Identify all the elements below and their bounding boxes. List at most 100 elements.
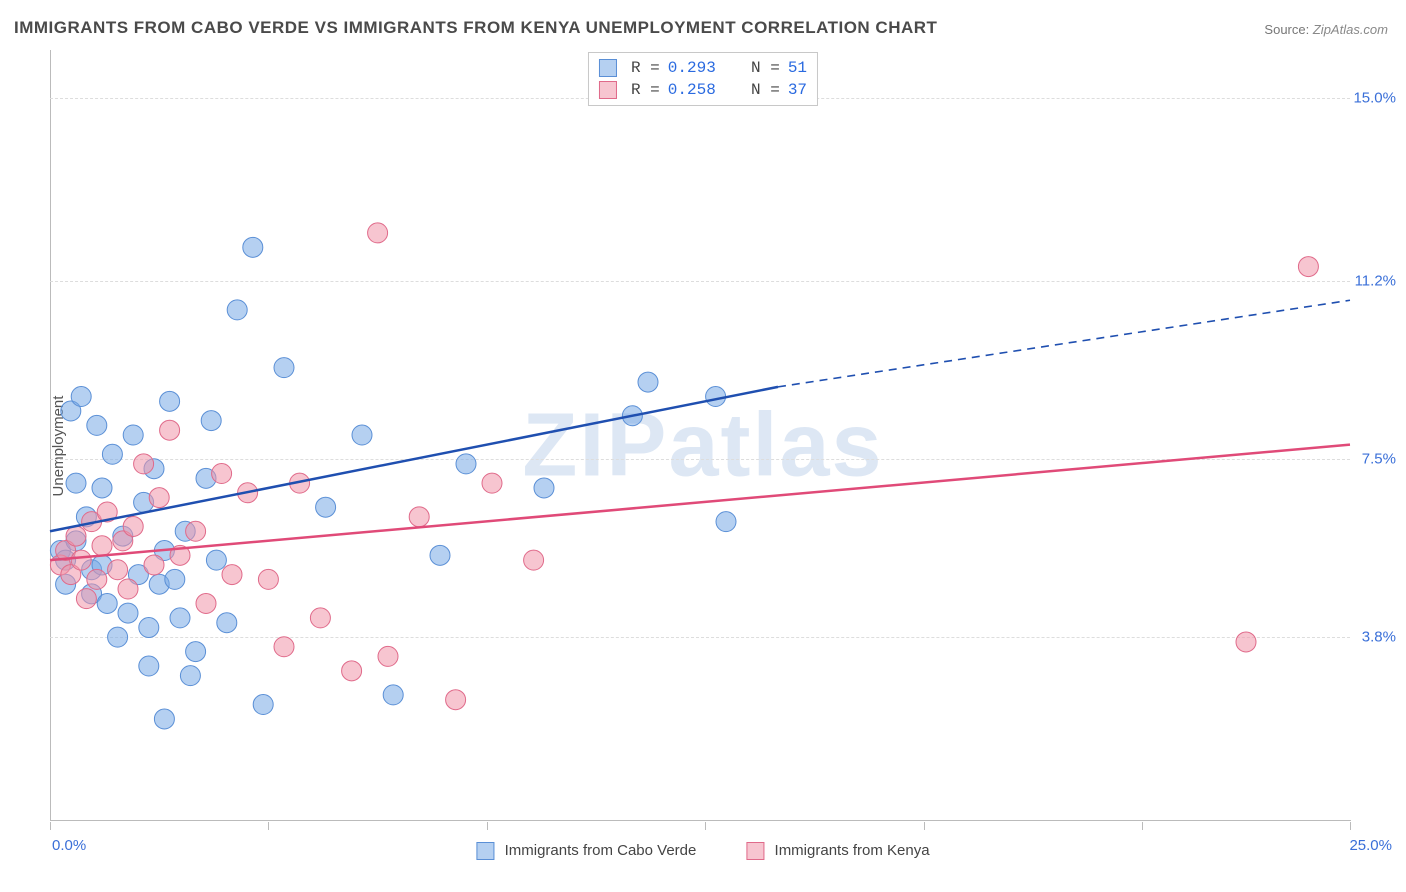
n-label: N = [751,59,780,77]
n-label: N = [751,81,780,99]
chart-title: IMMIGRANTS FROM CABO VERDE VS IMMIGRANTS… [14,18,937,38]
x-tick [1350,822,1351,830]
r-value-pink: 0.258 [668,81,716,99]
source-attribution: Source: ZipAtlas.com [1264,22,1388,37]
x-tick [924,822,925,830]
data-point [482,473,502,493]
data-point [409,507,429,527]
legend-label-kenya: Immigrants from Kenya [775,842,930,859]
data-point [149,488,169,508]
data-point [222,565,242,585]
data-point [160,420,180,440]
data-point [165,569,185,589]
n-value-pink: 37 [788,81,807,99]
x-tick [1142,822,1143,830]
stats-row-pink: R = 0.258 N = 37 [599,79,807,101]
swatch-pink-icon [599,81,617,99]
data-point [186,642,206,662]
stats-legend-box: R = 0.293 N = 51 R = 0.258 N = 37 [588,52,818,106]
data-point [108,560,128,580]
swatch-blue-icon [599,59,617,77]
data-point [378,646,398,666]
x-tick [268,822,269,830]
data-point [253,695,273,715]
data-point [716,512,736,532]
data-point [1236,632,1256,652]
x-tick [487,822,488,830]
data-point [383,685,403,705]
data-point [160,391,180,411]
scatter-layer [50,50,1350,820]
data-point [368,223,388,243]
data-point [524,550,544,570]
data-point [92,536,112,556]
data-point [274,637,294,657]
data-point [217,613,237,633]
data-point [76,589,96,609]
data-point [66,473,86,493]
data-point [118,579,138,599]
data-point [342,661,362,681]
legend-item-kenya: Immigrants from Kenya [746,842,929,860]
data-point [316,497,336,517]
data-point [201,411,221,431]
data-point [186,521,206,541]
data-point [243,237,263,257]
x-tick [705,822,706,830]
data-point [430,545,450,565]
data-point [154,709,174,729]
data-point [134,454,154,474]
data-point [71,550,91,570]
swatch-blue-icon [476,842,494,860]
x-axis-max-label: 25.0% [1349,837,1392,854]
legend-item-cabo-verde: Immigrants from Cabo Verde [476,842,696,860]
chart-container: IMMIGRANTS FROM CABO VERDE VS IMMIGRANTS… [0,0,1406,892]
source-label: Source: [1264,22,1309,37]
n-value-blue: 51 [788,59,807,77]
y-tick-label: 15.0% [1353,90,1396,107]
data-point [196,593,216,613]
data-point [212,464,232,484]
data-point [227,300,247,320]
r-value-blue: 0.293 [668,59,716,77]
data-point [446,690,466,710]
data-point [102,444,122,464]
y-tick-label: 3.8% [1362,629,1396,646]
data-point [1298,257,1318,277]
legend-label-cabo-verde: Immigrants from Cabo Verde [505,842,697,859]
data-point [180,666,200,686]
data-point [139,618,159,638]
data-point [66,526,86,546]
data-point [206,550,226,570]
y-tick-label: 7.5% [1362,451,1396,468]
data-point [170,608,190,628]
data-point [97,593,117,613]
data-point [352,425,372,445]
data-point [118,603,138,623]
data-point [258,569,278,589]
data-point [123,516,143,536]
data-point [87,569,107,589]
swatch-pink-icon [746,842,764,860]
data-point [139,656,159,676]
data-point [534,478,554,498]
data-point [144,555,164,575]
stats-row-blue: R = 0.293 N = 51 [599,57,807,79]
bottom-legend: Immigrants from Cabo Verde Immigrants fr… [476,842,929,860]
y-tick-label: 11.2% [1355,273,1396,290]
data-point [108,627,128,647]
x-tick [50,822,51,830]
data-point [456,454,476,474]
data-point [638,372,658,392]
data-point [123,425,143,445]
x-axis-min-label: 0.0% [52,837,86,854]
data-point [274,358,294,378]
data-point [87,415,107,435]
data-point [706,387,726,407]
r-label: R = [631,81,660,99]
r-label: R = [631,59,660,77]
data-point [71,387,91,407]
data-point [92,478,112,498]
trend-line-extrapolated [778,300,1350,387]
data-point [310,608,330,628]
